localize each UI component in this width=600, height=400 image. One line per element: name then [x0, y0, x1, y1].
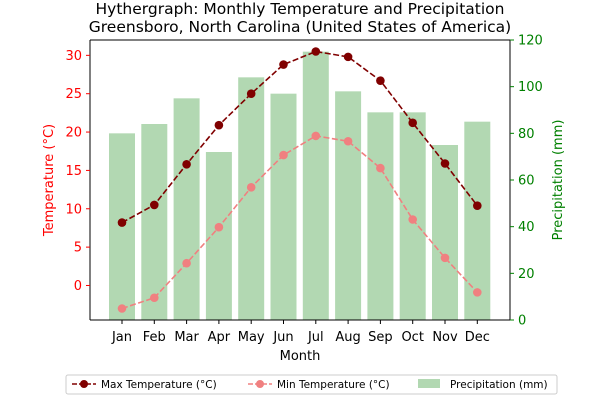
y-right-tick-label-100: 100 — [518, 80, 543, 95]
x-tick-label-dec: Dec — [465, 330, 490, 345]
legend-max-label: Max Temperature (°C) — [101, 379, 217, 391]
min-temp-line — [121, 135, 478, 310]
min-temp-point-aug — [343, 136, 353, 146]
max-temp-point-aug — [343, 52, 353, 62]
legend: Max Temperature (°C) Min Temperature (°C… — [65, 374, 558, 395]
max-temp-point-dec — [473, 201, 482, 210]
x-tick-label-apr: Apr — [208, 330, 231, 345]
min-temp-point-oct — [408, 215, 418, 224]
x-tick-label-may: May — [238, 330, 265, 345]
y-left-tick-label-0: 0 — [74, 279, 82, 294]
min-temp-point-feb — [150, 293, 159, 303]
y-left-tick-label-5: 5 — [74, 241, 82, 256]
x-tick-label-aug: Aug — [335, 330, 360, 345]
y-right-tick-label-40: 40 — [518, 220, 535, 235]
temperature-lines — [117, 47, 482, 313]
precipitation-bars — [109, 51, 491, 321]
max-temp-point-jan — [117, 218, 127, 227]
min-temp-point-jul — [311, 131, 321, 141]
precip-bar-nov — [432, 145, 458, 320]
max-temp-point-mar — [182, 159, 191, 169]
x-tick-label-nov: Nov — [432, 330, 458, 345]
max-temp-point-apr — [214, 120, 224, 130]
precip-bar-apr — [205, 152, 232, 320]
legend-precip-swatch-icon — [418, 379, 440, 388]
x-axis-label: Month — [280, 349, 321, 364]
chart-title-line2: Greensboro, North Carolina (United State… — [89, 18, 511, 36]
precip-bar-dec — [464, 121, 491, 321]
x-tick-label-sep: Sep — [368, 330, 393, 345]
max-temp-point-jul — [311, 47, 321, 56]
precip-bar-aug — [335, 91, 362, 320]
y-left-tick-label-15: 15 — [65, 164, 82, 179]
min-temp-point-apr — [214, 222, 224, 232]
precip-bar-jul — [302, 51, 329, 321]
legend-max-marker-icon — [80, 380, 88, 388]
y-left-tick-label-20: 20 — [65, 126, 82, 141]
legend-min-label: Min Temperature (°C) — [277, 379, 390, 391]
legend-min-marker-icon — [256, 380, 264, 388]
min-temp-point-mar — [182, 258, 191, 268]
x-tick-label-jan: Jan — [111, 330, 132, 345]
y-right-tick-label-20: 20 — [518, 267, 535, 282]
precip-bar-mar — [173, 98, 200, 320]
max-temp-point-sep — [376, 76, 385, 85]
precip-bar-sep — [367, 112, 394, 320]
y-right-tick-label-60: 60 — [518, 174, 535, 189]
max-temp-point-oct — [408, 118, 418, 128]
max-temp-point-jun — [279, 60, 288, 69]
axes: Jan Feb Mar Apr May Jun Jul Aug Sep Oct Nov Dec 0 5 10… — [65, 34, 542, 346]
y-axis-right-label: Precipitation (mm) — [551, 120, 566, 241]
min-temp-point-sep — [376, 163, 385, 173]
y-axis-left-label: Temperature (°C) — [42, 124, 57, 237]
y-left-tick-label-25: 25 — [65, 87, 82, 102]
min-temp-point-dec — [473, 288, 482, 297]
y-right-tick-label-80: 80 — [518, 127, 535, 142]
max-temp-line — [121, 50, 478, 224]
precip-bar-feb — [141, 124, 168, 320]
max-temp-point-may — [246, 89, 256, 98]
legend-precip-label: Precipitation (mm) — [450, 379, 548, 391]
y-right-tick-label-0: 0 — [518, 314, 526, 329]
max-temp-point-nov — [440, 159, 450, 168]
chart-title-line1: Hythergraph: Monthly Temperature and Pre… — [96, 0, 505, 18]
min-temp-point-jun — [279, 150, 288, 160]
x-tick-label-jul: Jul — [307, 330, 324, 345]
x-tick-label-feb: Feb — [143, 330, 166, 345]
min-temp-point-may — [246, 182, 256, 192]
min-temp-point-jan — [117, 304, 127, 313]
y-left-tick-label-30: 30 — [65, 49, 82, 64]
x-tick-label-oct: Oct — [401, 330, 423, 345]
y-left-tick-label-10: 10 — [65, 202, 82, 217]
x-tick-label-jun: Jun — [272, 330, 293, 345]
y-right-tick-label-120: 120 — [518, 34, 543, 49]
precip-bar-jun — [270, 93, 297, 321]
max-temp-point-feb — [150, 200, 159, 210]
min-temp-point-nov — [440, 253, 450, 263]
x-tick-label-mar: Mar — [174, 330, 199, 345]
